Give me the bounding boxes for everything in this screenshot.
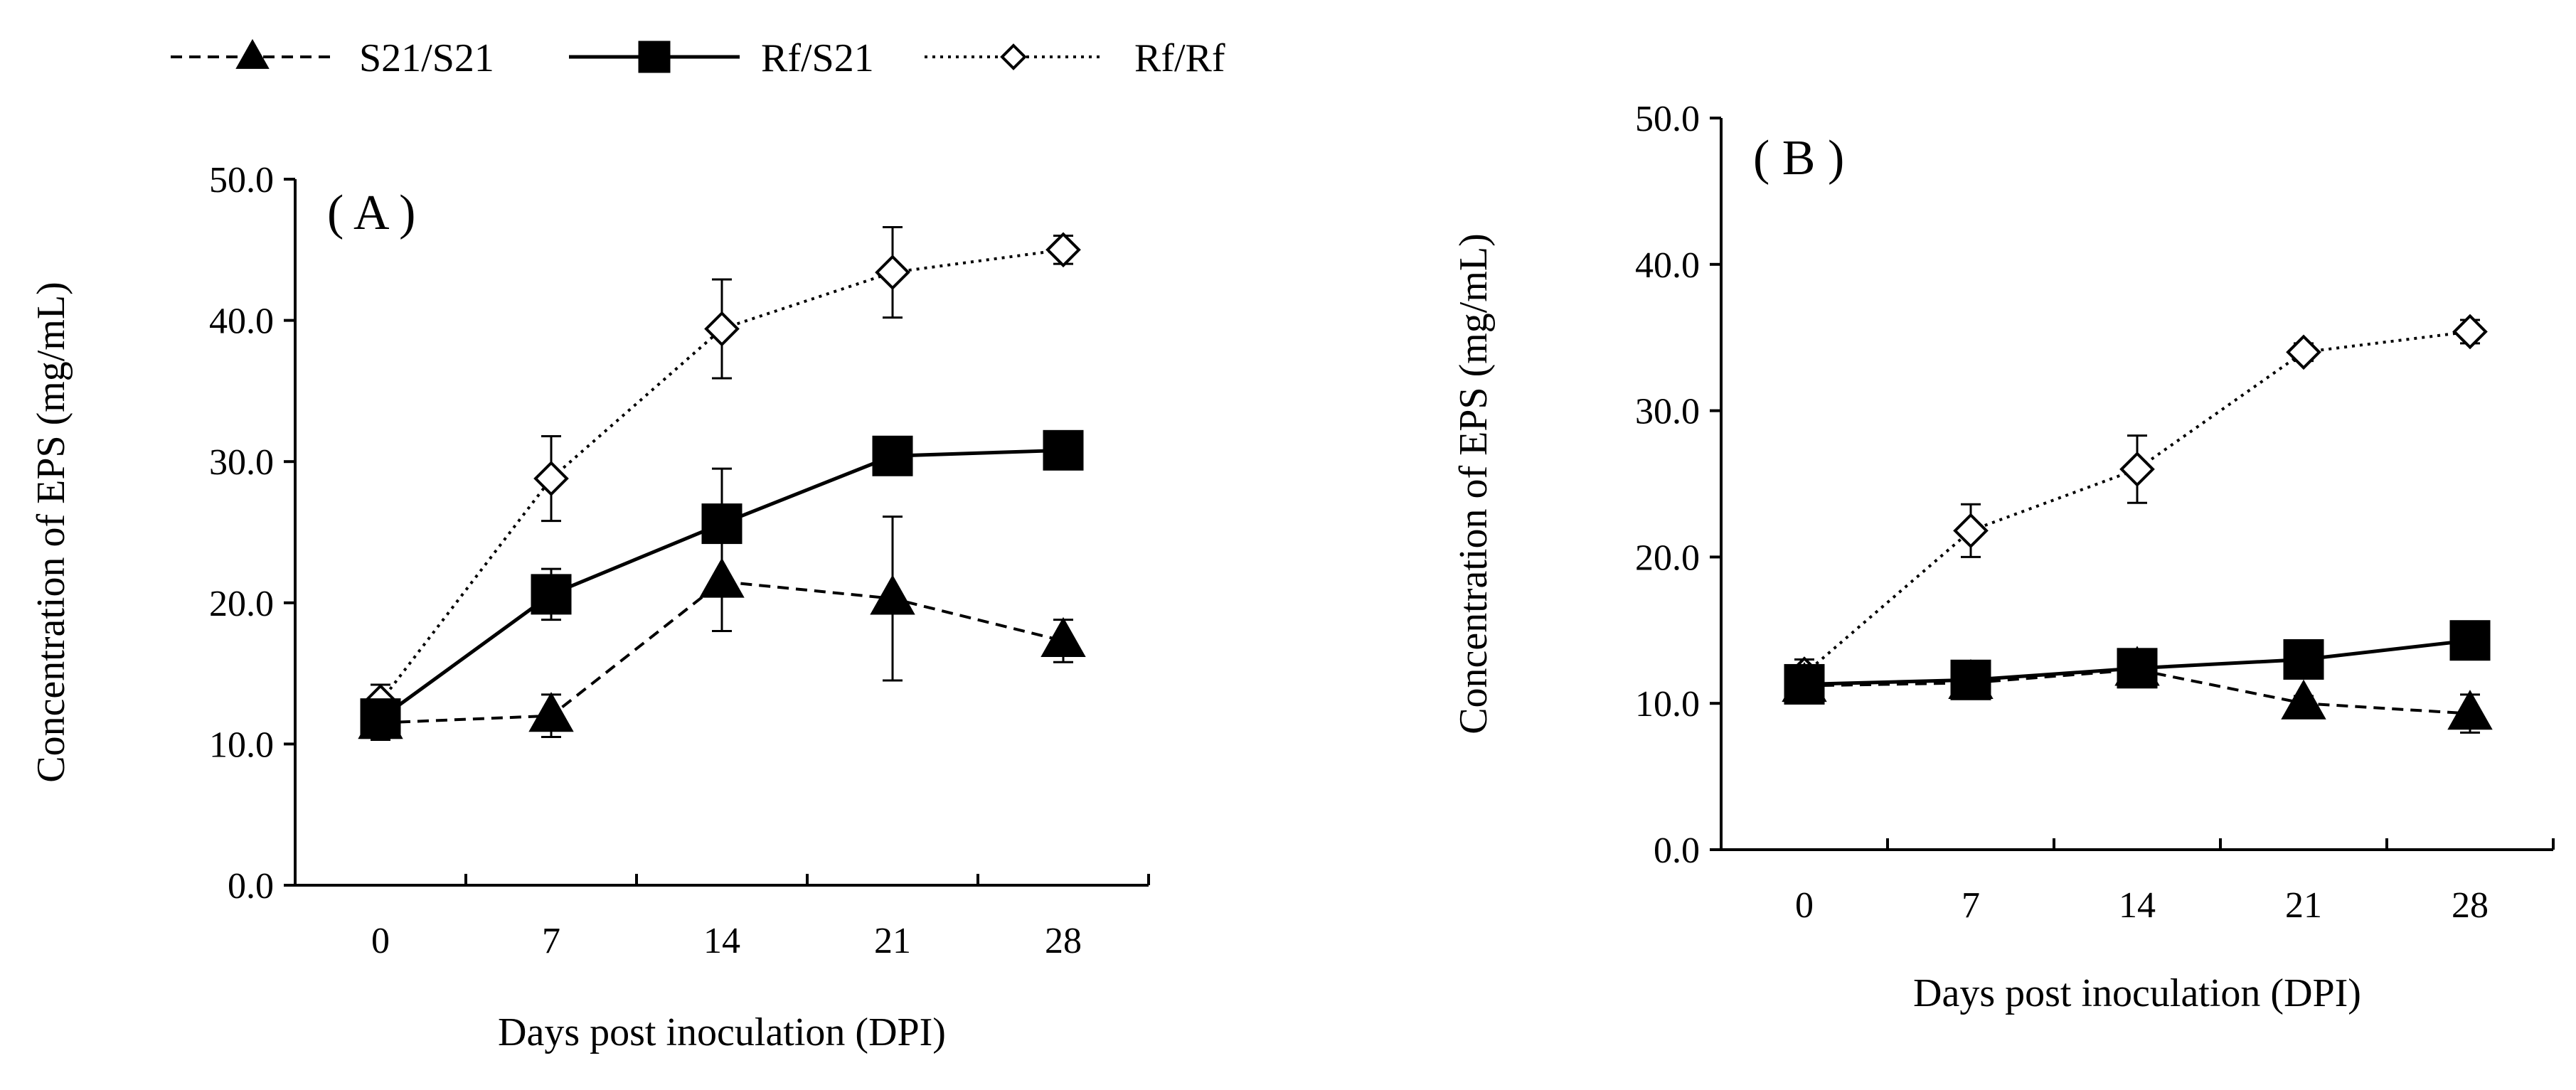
x-tick-label: 14 xyxy=(2119,885,2156,926)
data-point-2 xyxy=(875,255,910,290)
legend-label-2: Rf/Rf xyxy=(1134,36,1225,80)
data-point-1 xyxy=(872,435,913,476)
y-tick-label: 20.0 xyxy=(209,584,274,624)
y-tick-label: 50.0 xyxy=(209,160,274,201)
panel-label: ( A ) xyxy=(327,186,415,240)
panel-a: 0.0 10.0 20.0 30.0 40.0 50.0 0 7 14 21 28 Concentra… xyxy=(29,160,1150,1054)
x-tick-label: 0 xyxy=(371,921,390,961)
data-point-1 xyxy=(701,503,743,545)
x-tick-label: 14 xyxy=(703,921,740,961)
legend-marker-1 xyxy=(638,41,671,73)
y-tick-label: 30.0 xyxy=(1635,392,1700,432)
x-tick-label: 21 xyxy=(874,921,911,961)
y-axis-title: Concentration of EPS (mg/mL) xyxy=(1452,233,1496,734)
legend-marker-2 xyxy=(1000,43,1027,70)
x-tick-label: 21 xyxy=(2285,885,2322,926)
data-point-1 xyxy=(2449,620,2491,661)
data-point-0 xyxy=(2447,690,2493,730)
y-tick-label: 10.0 xyxy=(209,725,274,765)
legend-label-1: Rf/S21 xyxy=(761,36,874,80)
data-point-1 xyxy=(1043,429,1084,471)
x-tick-label: 7 xyxy=(1962,885,1980,926)
data-point-2 xyxy=(533,461,569,496)
data-point-0 xyxy=(870,575,915,615)
data-point-2 xyxy=(1953,513,1989,549)
y-tick-label: 50.0 xyxy=(1635,99,1700,139)
data-point-1 xyxy=(531,574,572,615)
y-tick-label: 20.0 xyxy=(1635,538,1700,578)
data-point-0 xyxy=(1782,661,1827,702)
x-tick-label: 28 xyxy=(2452,885,2489,926)
data-point-0 xyxy=(2114,646,2160,686)
y-tick-label: 30.0 xyxy=(209,442,274,483)
data-point-0 xyxy=(2281,679,2326,720)
x-tick-label: 7 xyxy=(542,921,560,961)
series-line-2 xyxy=(379,248,1064,703)
data-point-2 xyxy=(704,311,740,347)
y-axis-title: Concentration of EPS (mg/mL) xyxy=(29,282,73,783)
x-tick-label: 28 xyxy=(1045,921,1082,961)
data-point-0 xyxy=(1040,616,1086,658)
y-tick-label: 10.0 xyxy=(1635,684,1700,725)
panel-label: ( B ) xyxy=(1753,131,1844,186)
x-tick-label: 0 xyxy=(1795,885,1814,926)
data-point-2 xyxy=(2119,452,2155,487)
data-point-0 xyxy=(1948,658,1994,699)
x-axis-title: Days post inoculation (DPI) xyxy=(1913,971,2361,1015)
data-point-0 xyxy=(358,699,403,739)
data-point-0 xyxy=(528,692,574,732)
series-line-0 xyxy=(380,579,1064,725)
legend: S21/S21 Rf/S21 Rf/Rf xyxy=(171,36,1225,80)
x-axis-title: Days post inoculation (DPI) xyxy=(498,1010,946,1054)
data-point-2 xyxy=(1045,232,1081,268)
data-point-2 xyxy=(2452,314,2488,350)
y-tick-label: 40.0 xyxy=(209,301,274,342)
y-tick-label: 40.0 xyxy=(1635,245,1700,286)
y-tick-label: 0.0 xyxy=(228,866,274,907)
data-point-0 xyxy=(699,557,745,598)
legend-label-0: S21/S21 xyxy=(359,36,494,80)
legend-marker-0 xyxy=(235,38,270,69)
data-point-1 xyxy=(2283,638,2324,680)
y-tick-label: 0.0 xyxy=(1654,830,1700,871)
panel-b: 0.0 10.0 20.0 30.0 40.0 50.0 0 7 14 21 28 Concentra… xyxy=(1452,99,2555,1015)
data-point-2 xyxy=(2286,334,2321,370)
